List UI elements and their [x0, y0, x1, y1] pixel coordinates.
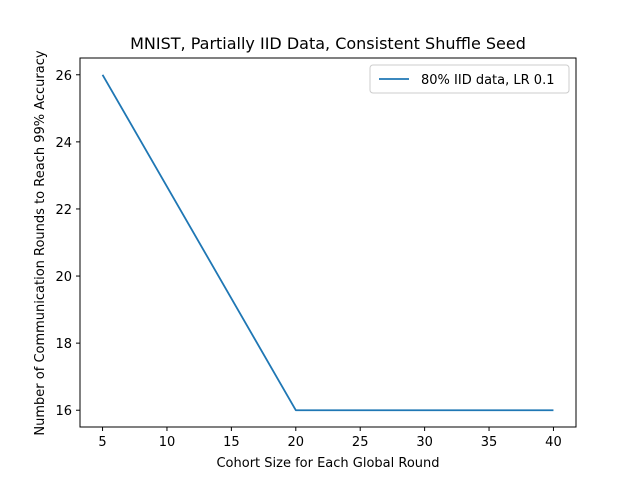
x-tick-label: 35: [481, 435, 498, 450]
y-axis-label: Number of Communication Rounds to Reach …: [33, 50, 48, 435]
x-tick-label: 15: [223, 435, 240, 450]
x-axis-label: Cohort Size for Each Global Round: [216, 456, 439, 471]
plot-area: [79, 57, 577, 428]
x-tick-label: 10: [159, 435, 176, 450]
y-axis: 16 18 20 22 24 26: [55, 69, 80, 419]
x-axis: 5 10 15 20 25 30 35 40: [98, 427, 562, 450]
y-tick-label: 22: [55, 203, 72, 218]
legend-box: [369, 64, 570, 94]
x-tick-label: 25: [352, 435, 369, 450]
y-tick-label: 16: [55, 404, 72, 419]
axes-background: [80, 58, 576, 427]
y-tick-label: 18: [55, 337, 72, 352]
y-tick-label: 20: [55, 270, 72, 285]
x-tick-label: 20: [288, 435, 305, 450]
x-tick-label: 40: [545, 435, 562, 450]
series-layer: [101, 74, 554, 412]
chart-title: MNIST, Partially IID Data, Consistent Sh…: [130, 34, 526, 53]
y-tick-label: 26: [55, 69, 72, 84]
legend: 80% IID data, LR 0.1: [369, 64, 570, 94]
series-line: [101, 74, 554, 412]
axes-frame: [79, 57, 577, 428]
x-tick-label: 5: [98, 435, 106, 450]
y-tick-label: 24: [55, 136, 72, 151]
x-tick-label: 30: [416, 435, 433, 450]
legend-label: 80% IID data, LR 0.1: [421, 73, 554, 88]
